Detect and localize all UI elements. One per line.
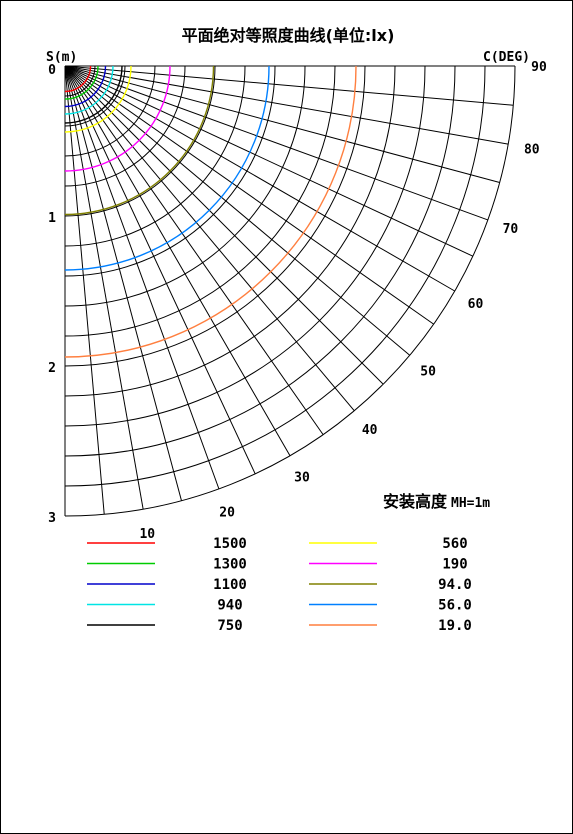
angle-tick-label: 50 [420, 365, 436, 380]
angle-tick-label: 80 [524, 142, 540, 157]
grid-spoke [64, 65, 411, 356]
legend-label: 750 [217, 618, 242, 634]
legend-label: 560 [442, 536, 467, 552]
isolux-curve-1500 [64, 65, 92, 93]
grid-spoke [64, 65, 182, 501]
grid-spoke [64, 65, 256, 475]
isolux-curve-940 [64, 65, 114, 115]
grid-spoke [64, 65, 384, 385]
mount-note-value: MH=1m [451, 496, 490, 511]
isolux-curve-19.0 [64, 65, 357, 358]
radial-tick-label: 3 [48, 511, 56, 526]
chart-title: 平面绝对等照度曲线(单位:lx) [182, 26, 395, 45]
isolux-curve-190 [64, 65, 171, 172]
angle-tick-label: 40 [362, 423, 378, 438]
grid-spoke [64, 65, 324, 435]
radial-tick-labels: 0 1 2 3 [48, 63, 56, 526]
legend-label: 1300 [213, 557, 247, 573]
legend: 1500 1300 1100 940 750 560 190 94.0 56.0 19.0 [87, 536, 472, 634]
isolux-curve-56.0 [64, 65, 270, 271]
legend-label: 94.0 [438, 577, 472, 593]
left-axis-label: S(m) [46, 50, 77, 65]
angle-axis-label: C(DEG) [483, 50, 530, 65]
legend-label: 56.0 [438, 598, 472, 614]
grid-spoke [64, 65, 509, 145]
polar-grid [64, 65, 516, 517]
grid-spoke [64, 65, 489, 221]
grid-spoke [64, 65, 455, 292]
angle-tick-label: 30 [294, 470, 310, 485]
grid-spoke [64, 65, 220, 490]
grid-spoke [64, 65, 500, 183]
isolux-curve-1100 [64, 65, 107, 108]
angle-tick-label: 60 [468, 297, 484, 312]
grid-spoke [64, 65, 144, 510]
isolux-curve-560 [64, 65, 132, 133]
legend-label: 940 [217, 598, 242, 614]
radial-tick-label: 2 [48, 361, 56, 376]
grid-spoke [64, 65, 105, 515]
angle-tick-label: 70 [503, 222, 519, 237]
radial-tick-label: 0 [48, 63, 56, 78]
angle-tick-label: 20 [219, 505, 235, 520]
grid-spoke [64, 65, 514, 106]
grid-spoke [64, 65, 291, 456]
grid-spoke [64, 65, 474, 257]
legend-label: 190 [442, 557, 467, 573]
grid-spoke [64, 65, 434, 325]
isolux-curves [64, 65, 357, 358]
angle-tick-label: 10 [139, 527, 155, 542]
legend-label: 19.0 [438, 618, 472, 634]
legend-label: 1100 [213, 577, 247, 593]
legend-label: 1500 [213, 536, 247, 552]
radial-tick-label: 1 [48, 211, 56, 226]
grid-spoke [64, 65, 355, 412]
angle-tick-label: 90 [531, 60, 547, 75]
isolux-curve-1300 [64, 65, 99, 100]
mount-note-prefix: 安装高度 [383, 492, 448, 511]
angle-tick-labels: 10 20 30 40 50 60 70 80 90 [139, 60, 547, 542]
isolux-curve-750 [64, 65, 123, 124]
isolux-curve-94.0 [64, 65, 215, 216]
